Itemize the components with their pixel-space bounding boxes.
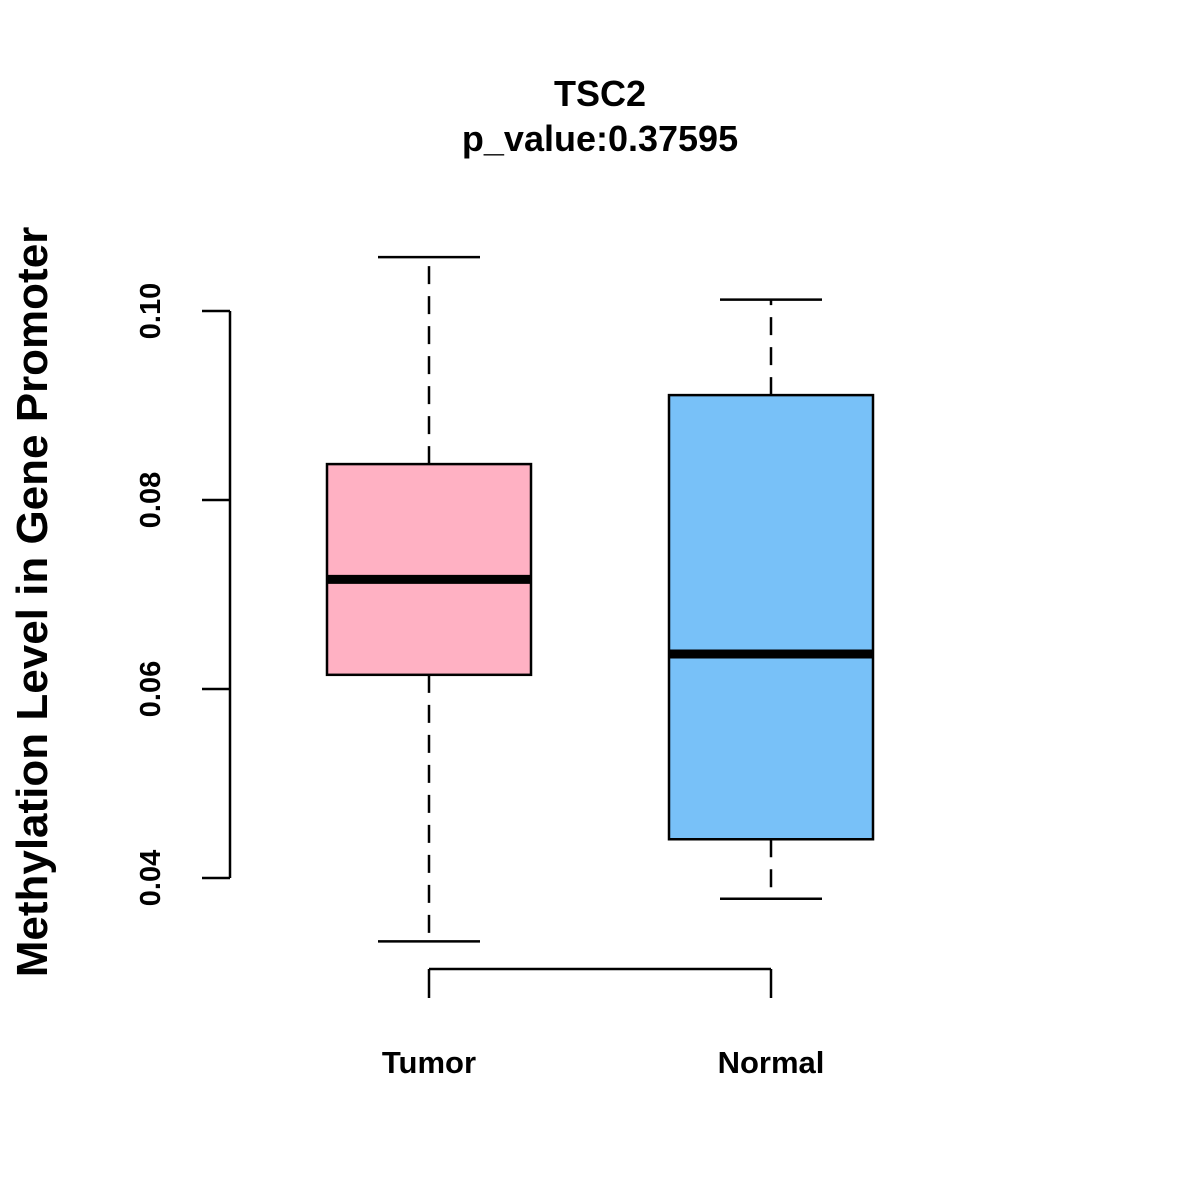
x-tick-label-normal: Normal bbox=[718, 1045, 825, 1080]
box-normal bbox=[667, 298, 875, 901]
x-tick-label-tumor: Tumor bbox=[382, 1045, 476, 1080]
box-iqr bbox=[325, 462, 533, 677]
y-tick-label: 0.10 bbox=[135, 283, 167, 339]
chart-subtitle: p_value:0.37595 bbox=[462, 118, 738, 159]
y-tick-label: 0.08 bbox=[135, 472, 167, 528]
chart-title: TSC2 bbox=[554, 73, 646, 114]
y-tick-label: 0.04 bbox=[135, 850, 167, 906]
y-tick-label: 0.06 bbox=[135, 661, 167, 717]
box-iqr bbox=[667, 393, 875, 841]
box-tumor bbox=[325, 255, 533, 943]
plot-area: 0.04 0.06 0.08 0.10 Tumor Normal bbox=[135, 255, 875, 1080]
y-axis-label: Methylation Level in Gene Promoter bbox=[8, 227, 57, 978]
